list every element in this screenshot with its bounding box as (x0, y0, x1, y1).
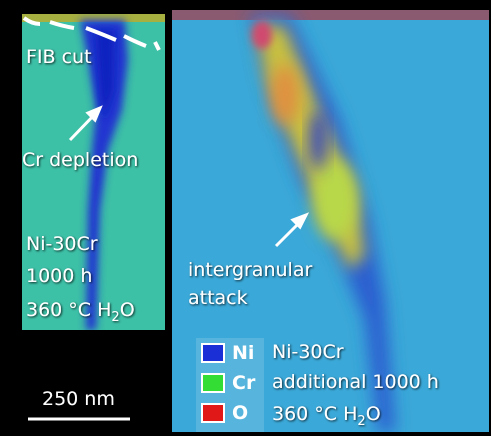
label: 1000 h (26, 265, 92, 287)
legend-swatch (202, 344, 224, 362)
label: attack (188, 287, 248, 309)
label: O (120, 299, 135, 321)
label: intergranular (188, 259, 312, 281)
label: additional 1000 h (272, 371, 439, 393)
label: FIB cut (26, 46, 92, 68)
legend-label: Ni (232, 342, 254, 364)
legend-label: O (232, 402, 248, 424)
scale-label: 250 nm (42, 388, 115, 410)
label: Cr depletion (22, 149, 138, 171)
label: Ni-30Cr (26, 233, 98, 255)
legend-swatch (202, 374, 224, 392)
label: 360 °C H (272, 403, 357, 425)
label: 2 (111, 310, 119, 325)
legend: Ni Cr O (196, 338, 264, 432)
legend-swatch (202, 404, 224, 422)
legend-label: Cr (232, 372, 256, 394)
label: 2 (357, 414, 365, 429)
label: 360 °C H (26, 299, 111, 321)
label: Ni-30Cr (272, 341, 344, 363)
figure: FIB cut Cr depletion Ni-30Cr 1000 h 360 … (0, 0, 491, 432)
label: O (366, 403, 381, 425)
